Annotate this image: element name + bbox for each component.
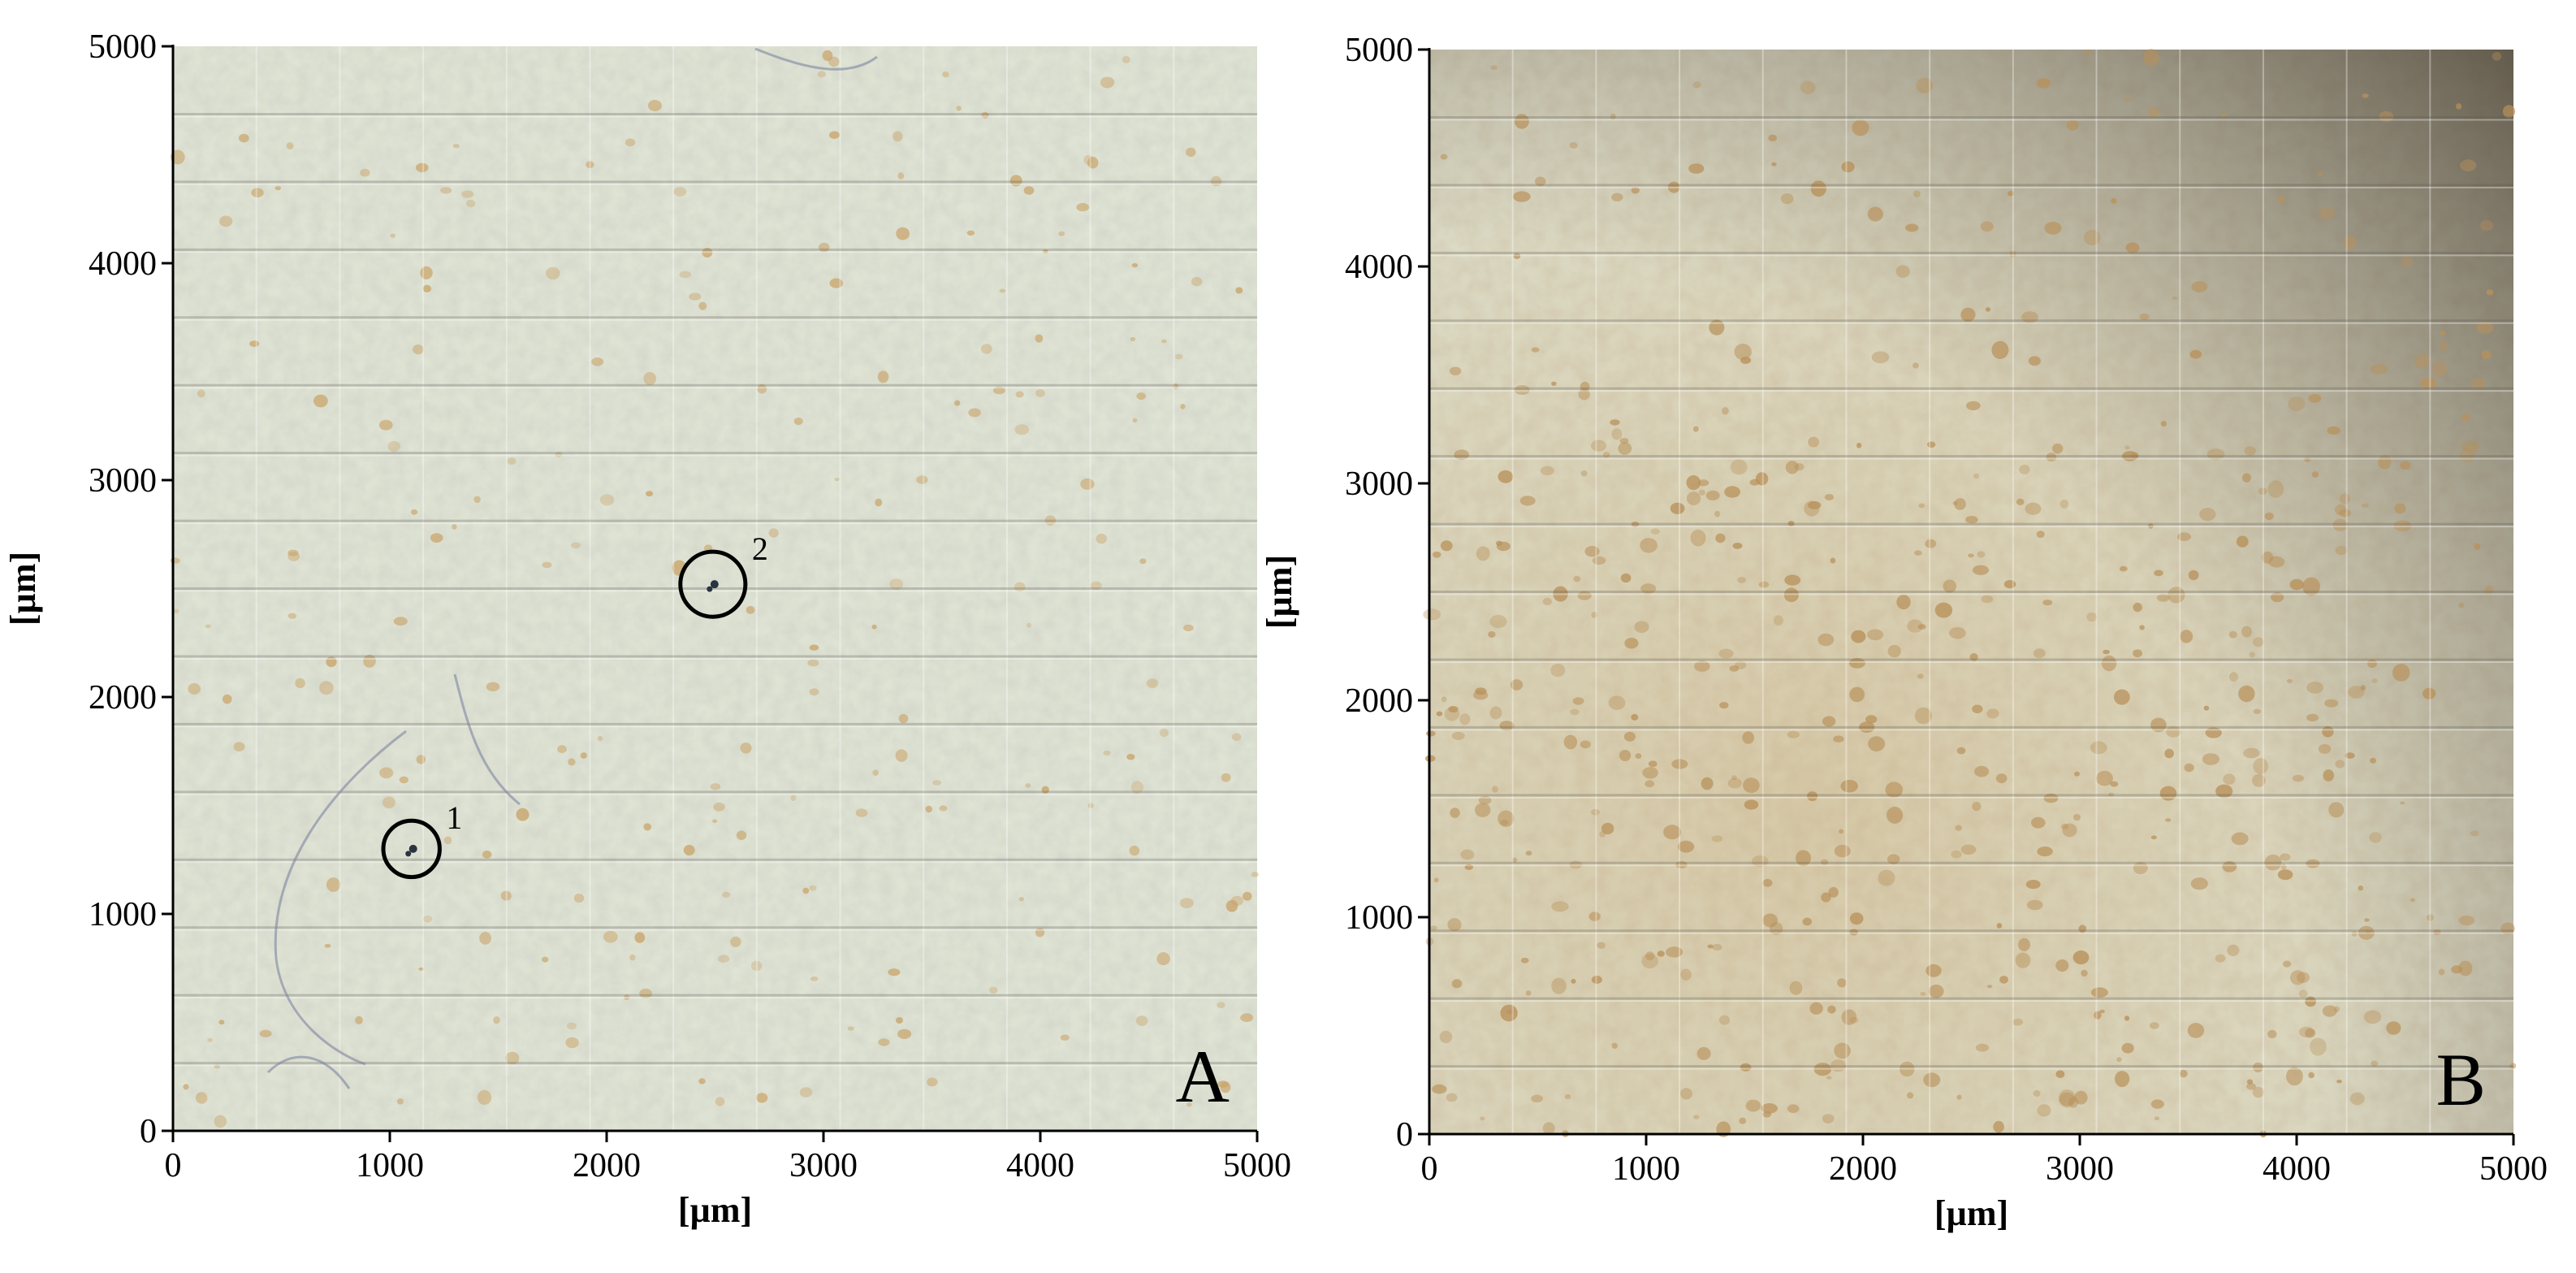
y-axis-label: [µm] — [3, 552, 43, 626]
x-tick-label: 1000 — [1612, 1150, 1680, 1188]
y-tick-label: 4000 — [1345, 249, 1413, 286]
y-tick-label: 4000 — [89, 245, 157, 283]
axes — [1428, 48, 2513, 1136]
y-tick-label: 1000 — [1345, 899, 1413, 937]
x-axis-label: [µm] — [1934, 1193, 2008, 1233]
particles — [1423, 49, 2517, 1138]
tile-seams — [1429, 50, 2513, 1134]
x-axis-label: [µm] — [678, 1190, 752, 1230]
panel-b: 00 1000 1000 2000 2000 3000 3000 4000 4000 5000 50… — [1260, 32, 2548, 1233]
micrograph-image — [170, 46, 1259, 1131]
x-tick-label: 0 — [1421, 1150, 1438, 1188]
y-tick-label: 2000 — [1345, 682, 1413, 720]
x-tick-label: 4000 — [2263, 1150, 2331, 1188]
y-tick-label: 5000 — [89, 28, 157, 66]
y-tick-label: 0 — [140, 1113, 157, 1150]
x-tick-label: 1000 — [356, 1147, 424, 1184]
panel-letter: A — [1176, 1035, 1230, 1118]
fibers — [266, 47, 878, 1089]
tile-seams — [173, 46, 1257, 1131]
defect-dot — [408, 844, 417, 853]
defect-dot — [710, 580, 719, 589]
y-axis-label: [µm] — [1260, 555, 1299, 629]
x-tick-label: 2000 — [1829, 1150, 1897, 1188]
particles — [170, 50, 1259, 1128]
y-tick-label: 0 — [1396, 1116, 1413, 1154]
marker-2: 2 — [678, 530, 768, 619]
y-tick-label: 3000 — [89, 462, 157, 500]
y-tick-label: 3000 — [1345, 465, 1413, 503]
x-tick-label: 5000 — [1223, 1147, 1291, 1184]
y-tick-label: 5000 — [1345, 32, 1413, 69]
marker-label: 1 — [446, 799, 462, 836]
panel-letter: B — [2436, 1038, 2486, 1121]
panel-a: 00 1000 1000 2000 2000 3000 3000 4000 4000 5000 50… — [3, 28, 1291, 1230]
x-tick-label: 0 — [165, 1147, 182, 1184]
marker-1: 1 — [381, 799, 462, 880]
marker-label: 2 — [752, 530, 768, 567]
x-tick-label: 2000 — [573, 1147, 641, 1184]
defect-dot — [405, 851, 412, 857]
x-tick-label: 3000 — [2046, 1150, 2114, 1188]
x-tick-label: 4000 — [1006, 1147, 1074, 1184]
defect-dot — [707, 586, 713, 592]
marker-circle — [381, 818, 442, 880]
y-tick-label: 1000 — [89, 896, 157, 933]
micrograph-image — [1423, 49, 2517, 1138]
x-tick-label: 3000 — [789, 1147, 858, 1184]
marker-circle — [678, 549, 748, 619]
x-tick-label: 5000 — [2479, 1150, 2548, 1188]
y-tick-label: 2000 — [89, 679, 157, 717]
axes — [171, 45, 1257, 1132]
